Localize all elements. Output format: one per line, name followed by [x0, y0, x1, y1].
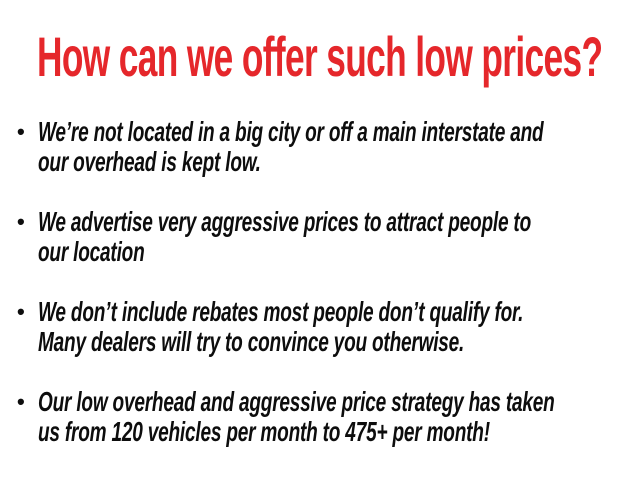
bullet-line: Our low overhead and aggressive price st… — [38, 386, 555, 417]
bullet-line: We don’t include rebates most people don… — [38, 296, 524, 327]
bullet-line: We’re not located in a big city or off a… — [38, 116, 544, 147]
bullet-line: our location — [38, 236, 145, 267]
list-item: • We advertise very aggressive prices to… — [17, 207, 640, 267]
page-title: How can we offer such low prices? — [0, 24, 640, 88]
page-title-text: How can we offer such low prices? — [37, 24, 603, 88]
bullet-icon: • — [17, 209, 25, 234]
list-item: • Our low overhead and aggressive price … — [17, 387, 640, 447]
list-item: • We don’t include rebates most people d… — [17, 297, 640, 357]
bullet-line: Many dealers will try to convince you ot… — [38, 326, 465, 357]
bullet-text: We’re not located in a big city or off a… — [38, 116, 544, 177]
bullet-list: • We’re not located in a big city or off… — [0, 117, 640, 477]
bullet-text: Our low overhead and aggressive price st… — [38, 387, 555, 447]
bullet-line: We advertise very aggressive prices to a… — [38, 206, 531, 237]
list-item: • We’re not located in a big city or off… — [17, 117, 640, 177]
bullet-line: our overhead is kept low. — [38, 146, 261, 177]
bullet-text: We don’t include rebates most people don… — [38, 297, 523, 357]
bullet-icon: • — [17, 119, 25, 144]
bullet-line: us from 120 vehicles per month to 475+ p… — [38, 416, 490, 447]
bullet-icon: • — [17, 299, 25, 324]
bullet-icon: • — [17, 389, 25, 414]
bullet-text: We advertise very aggressive prices to a… — [38, 207, 531, 267]
